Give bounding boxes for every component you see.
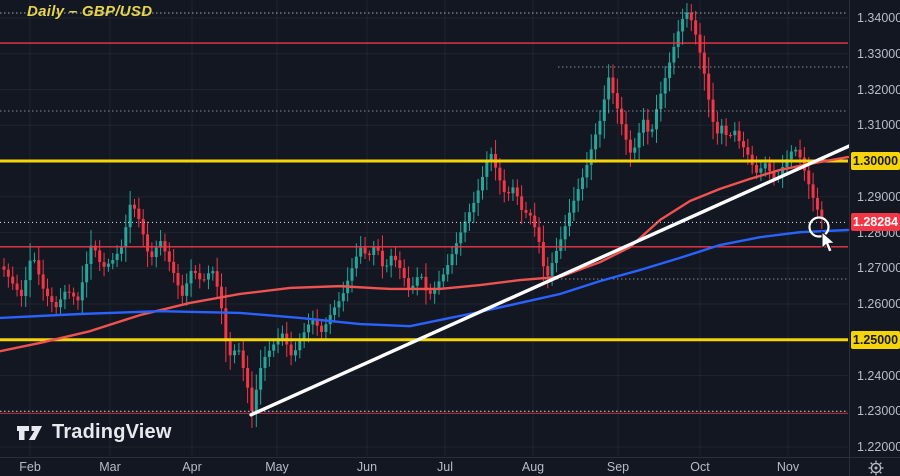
time-axis-label-aug: Aug <box>521 460 545 474</box>
tradingview-logo[interactable]: TradingView <box>16 421 172 444</box>
price-axis-label: 1.33000 <box>857 46 900 61</box>
price-axis-label: 1.34000 <box>857 11 900 25</box>
price-axis-label: 1.29000 <box>857 189 900 204</box>
time-axis-label-sep: Sep <box>606 460 630 474</box>
price-axis[interactable]: 1.34000 1.33000 1.32000 1.31000 1.29000 1.280… <box>849 0 900 457</box>
time-axis-label-jun: Jun <box>356 460 378 474</box>
time-axis-label-nov: Nov <box>776 460 800 474</box>
time-axis-label-mar: Mar <box>99 460 121 474</box>
price-axis-label: 1.27000 <box>857 261 900 276</box>
time-axis-label-apr: Apr <box>182 460 202 474</box>
tradingview-logo-text: TradingView <box>52 421 172 443</box>
gear-icon[interactable] <box>868 460 884 476</box>
last-price-tag: 1.28284 <box>851 213 900 232</box>
price-axis-label: 1.32000 <box>857 82 900 97</box>
price-axis-label: 1.22000 <box>857 440 900 454</box>
trendline <box>249 140 860 417</box>
price-level-tag-1.30000: 1.30000 <box>851 152 900 170</box>
chart-title: Daily – GBP/USD <box>27 3 153 20</box>
blue-ma-line <box>0 228 850 328</box>
price-level-tag-1.25000: 1.25000 <box>851 330 900 349</box>
tradingview-logo-icon <box>17 425 42 440</box>
price-axis-label: 1.31000 <box>857 118 900 133</box>
time-axis-label-may: May <box>265 460 289 474</box>
time-axis[interactable]: Feb Mar Apr May Jun Jul Aug Sep Oct Nov <box>0 457 849 476</box>
price-axis-label: 1.23000 <box>857 404 900 419</box>
axis-corner <box>849 457 900 476</box>
price-axis-label: 1.26000 <box>857 297 900 311</box>
time-axis-label-feb: Feb <box>19 460 41 474</box>
time-axis-label-jul: Jul <box>437 460 453 474</box>
time-axis-label-oct: Oct <box>690 460 710 474</box>
candlestick-series <box>2 3 824 428</box>
price-axis-label: 1.24000 <box>857 368 900 383</box>
red-ma-line <box>0 155 850 353</box>
